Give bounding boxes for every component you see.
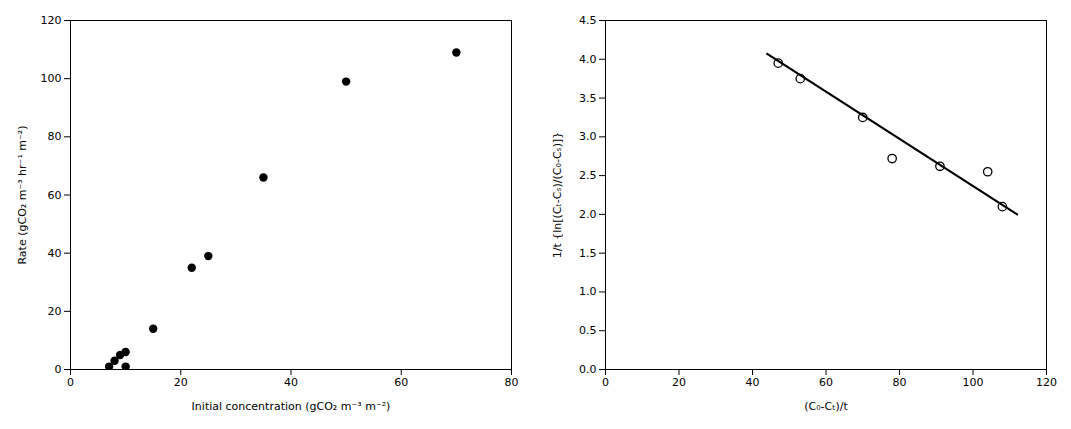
svg-text:20: 20 <box>174 376 188 389</box>
svg-text:0.5: 0.5 <box>579 324 597 337</box>
svg-text:20: 20 <box>672 376 686 389</box>
svg-text:0: 0 <box>67 376 74 389</box>
svg-text:2.5: 2.5 <box>579 169 597 182</box>
svg-text:80: 80 <box>505 376 519 389</box>
svg-text:40: 40 <box>48 247 62 260</box>
svg-text:Rate (gCO₂ m⁻³ hr⁻¹ m⁻²): Rate (gCO₂ m⁻³ hr⁻¹ m⁻²) <box>16 125 29 264</box>
svg-text:100: 100 <box>41 72 62 85</box>
svg-text:120: 120 <box>1036 376 1057 389</box>
svg-text:4.0: 4.0 <box>579 53 597 66</box>
svg-text:100: 100 <box>963 376 984 389</box>
svg-text:1.0: 1.0 <box>579 285 597 298</box>
svg-text:0.0: 0.0 <box>579 363 597 376</box>
svg-text:0: 0 <box>55 363 62 376</box>
svg-text:(C₀-Cₜ)/t: (C₀-Cₜ)/t <box>804 400 848 413</box>
svg-text:1.5: 1.5 <box>579 247 597 260</box>
svg-text:4.5: 4.5 <box>579 14 597 27</box>
svg-text:2.0: 2.0 <box>579 208 597 221</box>
svg-text:40: 40 <box>284 376 298 389</box>
svg-text:60: 60 <box>48 189 62 202</box>
svg-text:3.0: 3.0 <box>579 130 597 143</box>
svg-text:80: 80 <box>48 130 62 143</box>
svg-text:120: 120 <box>41 14 62 27</box>
svg-text:40: 40 <box>746 376 760 389</box>
svg-text:80: 80 <box>893 376 907 389</box>
svg-text:60: 60 <box>819 376 833 389</box>
svg-text:Initial concentration (gCO₂ m⁻: Initial concentration (gCO₂ m⁻³ m⁻²) <box>192 400 391 413</box>
svg-text:0: 0 <box>602 376 609 389</box>
svg-text:20: 20 <box>48 305 62 318</box>
svg-text:3.5: 3.5 <box>579 92 597 105</box>
svg-text:1/t {ln[(Cₜ-Cₛ)/(C₀-Cₛ)]}: 1/t {ln[(Cₜ-Cₛ)/(C₀-Cₛ)]} <box>551 132 564 259</box>
svg-text:60: 60 <box>394 376 408 389</box>
